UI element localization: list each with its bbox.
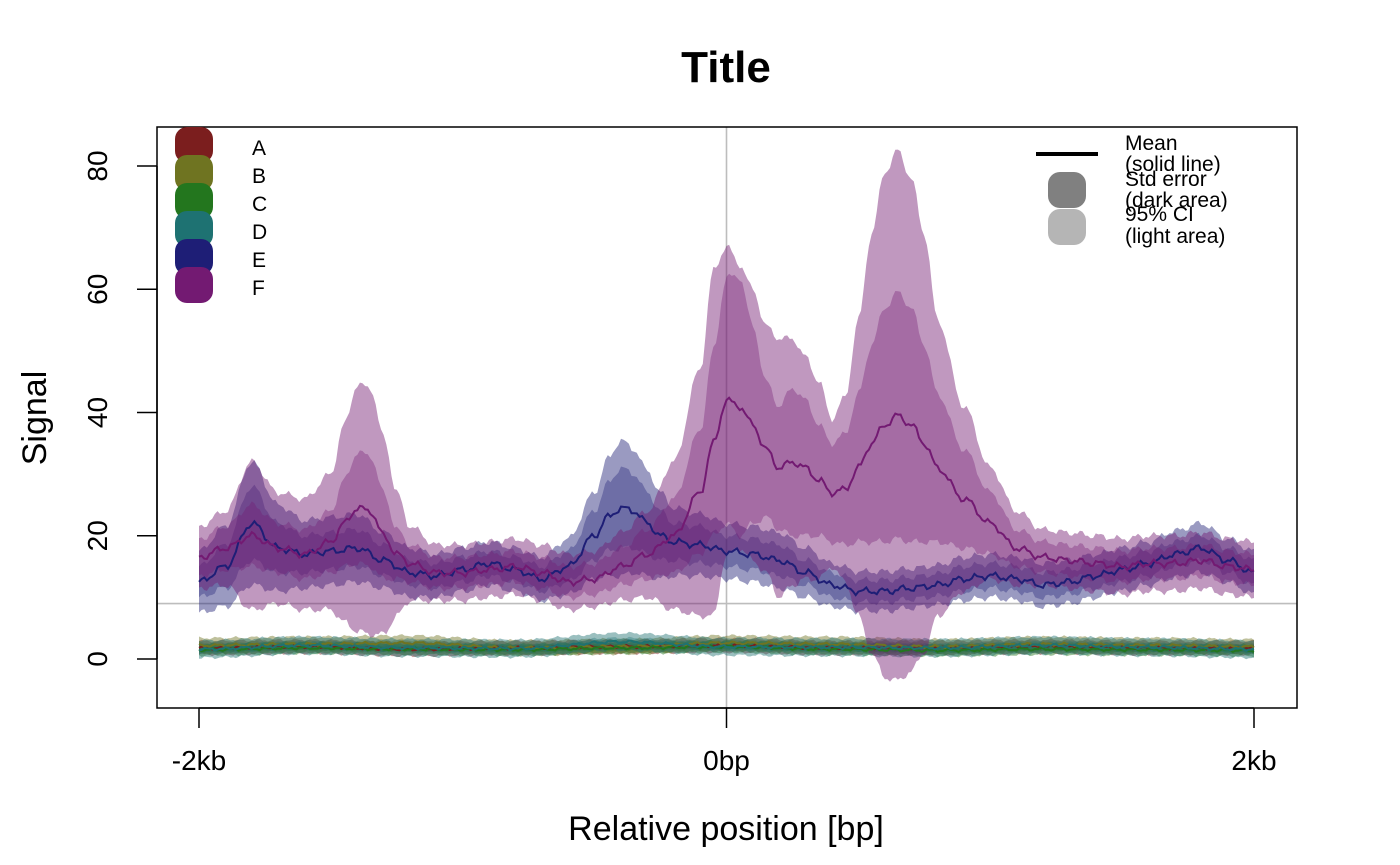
x-tick-label: -2kb	[172, 745, 226, 776]
x-tick-label: 0bp	[703, 745, 750, 776]
legend-style-label: 95% CI	[1125, 203, 1194, 226]
mean-line-D	[198, 639, 1255, 652]
legend-swatch-B	[175, 155, 213, 191]
y-tick-label: 20	[82, 520, 113, 551]
chart-title: Title	[681, 43, 771, 92]
legend-style-sublabel: (light area)	[1125, 225, 1225, 248]
series-mean-lines	[198, 396, 1255, 654]
mean-line-B	[198, 640, 1255, 651]
legend-swatch-F	[175, 267, 213, 303]
legend-style-sublabel: (solid line)	[1125, 153, 1221, 176]
x-axis-label: Relative position [bp]	[568, 810, 884, 848]
mean-line-E	[198, 505, 1255, 597]
y-axis: 0 20 40 60 80	[82, 150, 158, 667]
legend-label-B: B	[252, 165, 266, 188]
style-legend: Mean(solid line)Std error(dark area)95% …	[1036, 132, 1228, 248]
band-se-E	[199, 466, 1254, 607]
y-tick-label: 60	[82, 274, 113, 305]
y-tick-label: 80	[82, 150, 113, 181]
legend-label-D: D	[252, 221, 267, 244]
legend-style-label: Std error	[1125, 168, 1207, 191]
legend-swatch-A	[175, 127, 213, 163]
legend-box-symbol	[1048, 172, 1086, 208]
legend-label-E: E	[252, 249, 266, 272]
legend-swatch-C	[175, 183, 213, 219]
band-ci-E	[199, 438, 1254, 615]
legend-label-C: C	[252, 193, 267, 216]
legend-style-label: Mean	[1125, 132, 1178, 155]
band-ci-F	[199, 149, 1254, 682]
y-axis-label: Signal	[16, 371, 54, 466]
band-se-F	[199, 273, 1254, 601]
mean-line-F	[198, 396, 1255, 588]
legend-label-A: A	[252, 137, 266, 160]
legend-label-F: F	[252, 277, 265, 300]
y-tick-label: 40	[82, 397, 113, 428]
x-tick-label: 2kb	[1231, 745, 1276, 776]
y-tick-label: 0	[82, 651, 113, 667]
legend-swatch-D	[175, 211, 213, 247]
legend-style-sublabel: (dark area)	[1125, 189, 1228, 212]
legend-box-symbol	[1048, 209, 1086, 245]
reference-lines	[157, 127, 1297, 708]
legend-swatch-E	[175, 239, 213, 275]
x-axis: -2kb 0bp 2kb	[172, 707, 1277, 776]
